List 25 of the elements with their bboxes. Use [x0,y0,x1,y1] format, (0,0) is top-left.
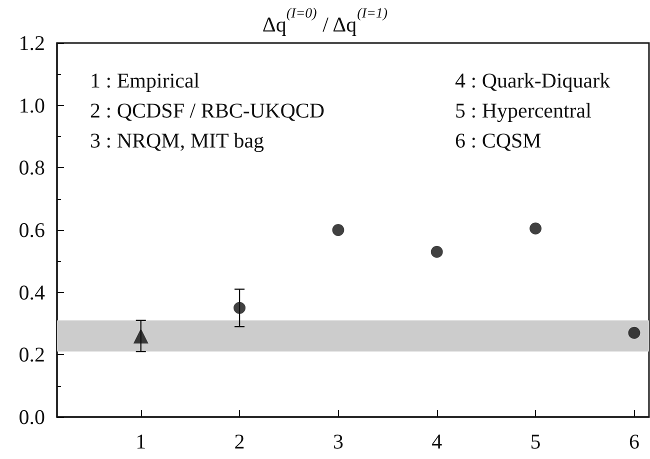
point [430,246,443,258]
point [628,326,640,339]
point [234,302,246,314]
annotation: 2 : QCDSF / RBC-UKQCD [90,98,325,122]
x-tick-label: 4 [432,430,443,454]
annotation: 3 : NRQM, MIT bag [90,128,265,152]
x-tick-label: 5 [530,430,541,454]
y-tick-label: 1.2 [18,31,45,55]
annotation: 5 : Hypercentral [455,98,592,122]
x-tick-label: 3 [332,430,344,454]
y-tick-label: 0.6 [18,218,45,242]
x-tick-label: 2 [234,430,245,454]
y-tick-label: 0.8 [18,156,45,180]
y-tick-label: 0.0 [18,405,45,429]
point [332,224,344,236]
annotation: 4 : Quark-Diquark [455,68,611,92]
point [530,222,542,234]
y-tick-label: 0.4 [18,280,46,304]
x-tick-label: 1 [136,430,146,454]
annotation: 1 : Empirical [90,68,200,92]
y-tick-label: 1.0 [18,93,45,118]
y-tick-label: 0.2 [18,342,45,367]
annotation: 6 : CQSM [455,128,542,152]
point [133,328,148,344]
x-tick-label: 6 [628,430,640,454]
